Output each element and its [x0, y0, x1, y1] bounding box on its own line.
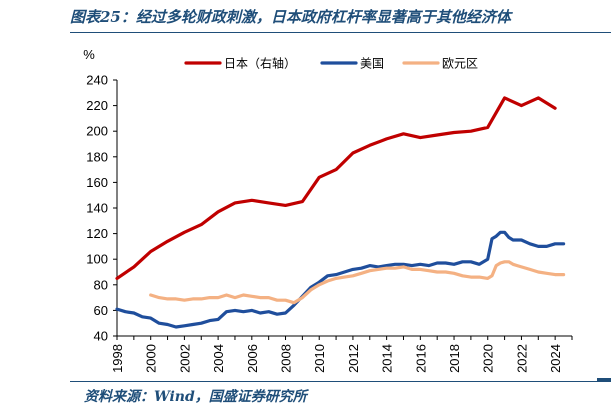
x-tick-label: 2002 [177, 344, 192, 373]
y-tick-label: 180 [86, 149, 108, 164]
x-tick-label: 2008 [279, 344, 294, 373]
y-tick-label: 200 [86, 124, 108, 139]
x-tick-label: 2022 [514, 344, 529, 373]
chart-title: 图表25：经过多轮财政刺激，日本政府杠杆率显著高于其他经济体 [70, 8, 511, 26]
y-tick-label: 40 [94, 329, 108, 344]
legend-label: 美国 [360, 57, 384, 71]
y-tick-label: 100 [86, 252, 108, 267]
x-tick-label: 2014 [380, 344, 395, 373]
header-rule [70, 32, 611, 33]
x-tick-label: 2016 [413, 344, 428, 373]
x-tick-label: 2006 [245, 344, 260, 373]
footer-accent [597, 378, 611, 381]
y-axis-unit: % [83, 47, 95, 62]
x-tick-label: 2000 [144, 344, 159, 373]
series-line-1 [115, 96, 557, 280]
x-tick-label: 2020 [481, 344, 496, 373]
y-tick-label: 220 [86, 98, 108, 113]
y-tick-label: 120 [86, 226, 108, 241]
y-tick-label: 60 [94, 303, 108, 318]
x-tick-label: 2024 [548, 344, 563, 373]
x-tick-label: 1998 [110, 344, 125, 373]
chart-axes: 40 60 80 100 120 140 160 180 200 220 240% 1998 2000 2… [83, 47, 573, 373]
x-tick-label: 2004 [211, 344, 226, 373]
y-tick-label: 80 [94, 277, 108, 292]
legend-label: 欧元区 [442, 57, 478, 71]
y-tick-label: 140 [86, 201, 108, 216]
chart-lines [115, 96, 566, 329]
series-line-2 [115, 230, 566, 329]
chart-legend: 日本（右轴） 美国 欧元区 [184, 56, 478, 71]
series-line-3 [149, 260, 566, 305]
source-note: 资料来源：Wind，国盛证券研究所 [84, 389, 307, 405]
x-tick-label: 2010 [312, 344, 327, 373]
y-tick-label: 240 [86, 73, 108, 88]
x-tick-label: 2012 [346, 344, 361, 373]
footer-rule [70, 381, 611, 382]
legend-label: 日本（右轴） [224, 56, 296, 71]
y-tick-label: 160 [86, 175, 108, 190]
x-tick-label: 2018 [447, 344, 462, 373]
